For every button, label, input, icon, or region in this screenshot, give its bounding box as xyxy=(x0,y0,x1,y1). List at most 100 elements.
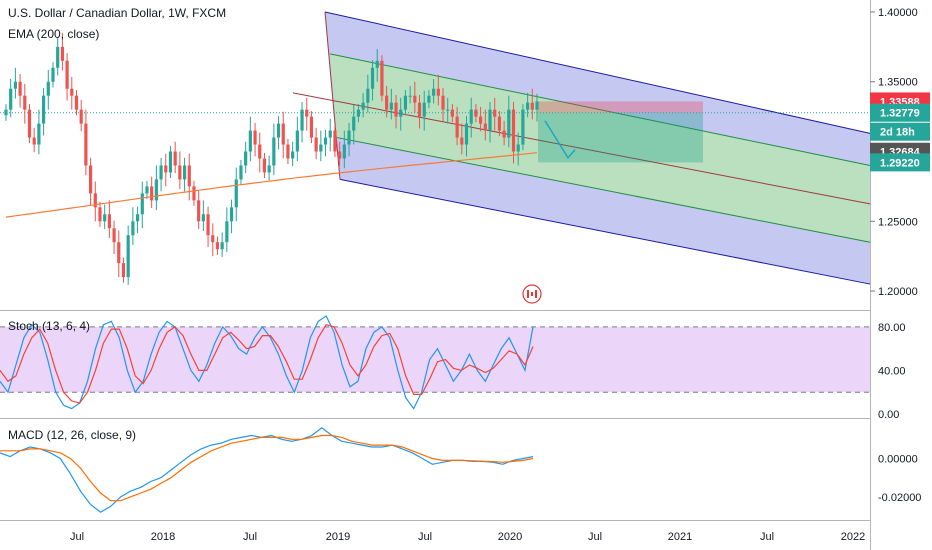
candle-body xyxy=(225,221,229,243)
candle-body xyxy=(229,207,234,222)
ema-legend: EMA (200, close) xyxy=(8,27,99,41)
stoch-k-line xyxy=(0,315,534,410)
time-tick-label: 2021 xyxy=(668,531,692,543)
candle-body xyxy=(46,81,50,96)
regression-channel[interactable] xyxy=(292,11,871,285)
price-tag-label: 1.32779 xyxy=(880,108,920,120)
candle-body xyxy=(258,144,262,159)
candle-body xyxy=(173,151,177,166)
time-tick-label: Jul xyxy=(588,531,602,543)
candle-body xyxy=(70,88,74,96)
flag-bar-left xyxy=(527,290,529,298)
candle-body xyxy=(88,165,93,194)
candle-body xyxy=(121,263,126,278)
candle-body xyxy=(535,101,539,110)
candle-body xyxy=(479,116,483,124)
candle-body xyxy=(239,165,243,180)
candle-body xyxy=(516,144,520,152)
candle-body xyxy=(497,116,502,131)
stoch-tick-label: 0.00 xyxy=(878,409,899,421)
candle-body xyxy=(361,102,365,110)
candle-body xyxy=(305,109,309,117)
stop-zone xyxy=(538,101,703,113)
flag-leaf xyxy=(531,292,533,296)
candle-body xyxy=(323,137,328,145)
candle-body xyxy=(41,95,46,124)
time-tick-label: Jul xyxy=(243,531,257,543)
macd-label: MACD (12, 26, close, 9) xyxy=(8,428,137,442)
candle-body xyxy=(385,95,389,110)
candle-body xyxy=(32,137,36,145)
channel-median xyxy=(292,92,871,205)
price-tick-label: 1.40000 xyxy=(878,7,918,19)
canada-flag-icon[interactable] xyxy=(522,284,542,304)
candle-body xyxy=(131,221,135,236)
time-tick-label: Jul xyxy=(760,531,774,543)
candle-body xyxy=(74,95,79,110)
price-tick-label: 1.20000 xyxy=(878,286,918,298)
stoch-d-line xyxy=(0,324,534,404)
candle-body xyxy=(347,130,351,145)
candle-body xyxy=(286,144,290,159)
candle-body xyxy=(159,165,163,180)
candle-body xyxy=(450,109,455,117)
candle-body xyxy=(422,102,426,117)
outer-channel-top xyxy=(324,11,871,134)
candle-body xyxy=(65,60,69,89)
candle-body xyxy=(187,165,191,187)
candle-body xyxy=(168,151,173,173)
ema-label: EMA (200, close) xyxy=(8,27,100,41)
candle-body xyxy=(521,109,525,145)
candle-body xyxy=(469,109,473,124)
candle-body xyxy=(126,235,130,278)
candle-body xyxy=(182,165,187,180)
candle-body xyxy=(370,67,375,89)
candle-body xyxy=(291,151,295,159)
candle-body xyxy=(408,95,412,97)
signal-line xyxy=(0,434,534,502)
time-tick-label: 2020 xyxy=(498,531,522,543)
candle-body xyxy=(380,60,384,96)
price-tick-label: 1.35000 xyxy=(878,77,918,89)
stoch-legend: Stoch (13, 6, 4) xyxy=(8,319,90,333)
candle-body xyxy=(493,109,497,117)
candlestick-series xyxy=(4,32,539,285)
time-tick-label: 2022 xyxy=(841,531,865,543)
stoch-tick-label: 80.00 xyxy=(878,322,906,334)
macd-legend: MACD (12, 26, close, 9) xyxy=(8,428,136,442)
candle-body xyxy=(84,123,88,166)
time-tick-label: Jul xyxy=(418,531,432,543)
time-axis[interactable]: Jul 2018 Jul 2019 Jul 2020 Jul 2021 Jul 2022 xyxy=(70,531,865,543)
candle-body xyxy=(281,123,285,145)
outer-channel-bottom xyxy=(339,178,871,285)
candle-body xyxy=(37,123,41,145)
price-tag-label: 2d 18h xyxy=(880,127,915,139)
candle-body xyxy=(375,60,379,68)
price-axis[interactable]: 1.400001.350001.300001.250001.2000080.00… xyxy=(870,7,921,504)
candle-body xyxy=(98,207,102,222)
candle-body xyxy=(436,88,440,96)
candle-body xyxy=(262,158,267,173)
candle-body xyxy=(389,102,393,110)
candle-body xyxy=(441,95,445,110)
candle-body xyxy=(248,130,252,152)
candle-body xyxy=(13,81,17,89)
candle-body xyxy=(244,151,248,166)
candle-body xyxy=(79,109,83,124)
price-tag-label: 1.29220 xyxy=(880,157,920,169)
candle-body xyxy=(215,242,220,250)
candle-body xyxy=(23,95,27,110)
channel-start-edge xyxy=(324,11,341,180)
candle-body xyxy=(9,88,13,110)
macd-line xyxy=(0,427,534,513)
short-position-tool[interactable] xyxy=(0,101,870,163)
candle-body xyxy=(93,193,97,208)
candle-body xyxy=(474,109,478,117)
candle-body xyxy=(342,144,346,159)
candle-body xyxy=(417,102,422,117)
candle-body xyxy=(164,165,168,173)
ema-path xyxy=(5,152,538,218)
candle-body xyxy=(154,179,158,201)
candle-body xyxy=(206,214,210,236)
